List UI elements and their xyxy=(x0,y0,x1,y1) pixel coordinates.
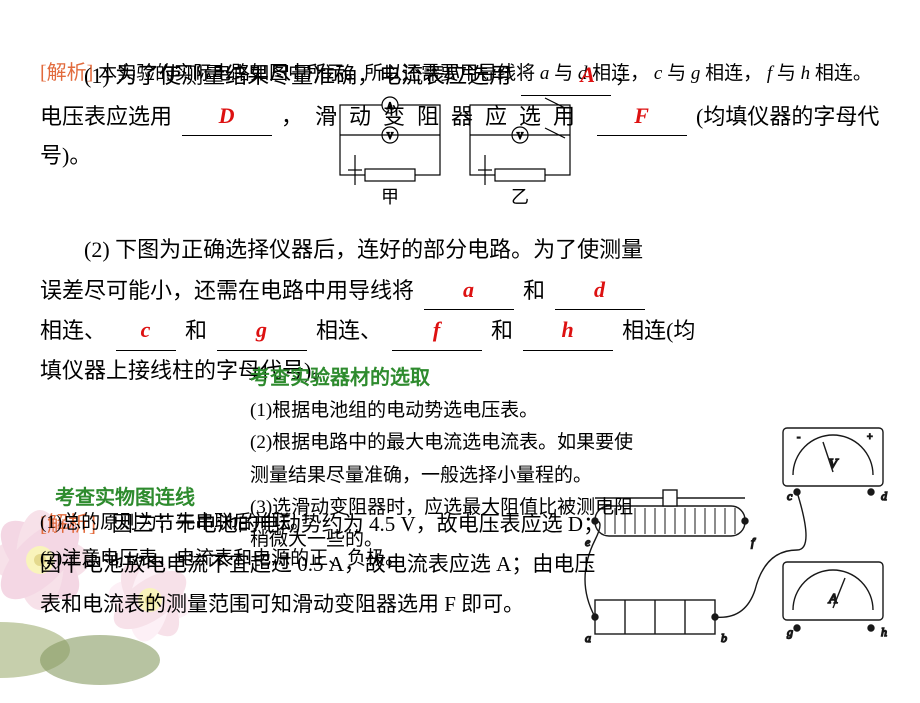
question-1: (1) 为了使测量结果尽量准确，电流表应选用 A， 电压表应选用 D ，滑动变阻… xyxy=(40,55,880,176)
diagram-label-right: 乙 xyxy=(511,187,529,207)
answer-h: h xyxy=(561,317,573,342)
svg-text:b: b xyxy=(721,631,727,645)
green-note-1: 考查实验器材的选取 xyxy=(250,360,430,396)
question-2: (2) 下图为正确选择仪器后，连好的部分电路。为了使测量 误差尽可能小，还需在电… xyxy=(40,230,880,390)
svg-text:h: h xyxy=(881,625,887,639)
answer-D: D xyxy=(219,103,235,128)
answer-g: g xyxy=(256,317,267,342)
answer-d: d xyxy=(594,277,605,302)
svg-text:d: d xyxy=(881,489,888,503)
answer-F: F xyxy=(634,103,649,128)
answer-f: f xyxy=(433,317,440,342)
svg-text:a: a xyxy=(585,631,591,645)
overlay-bottom-notes: (1)总的原则为：先串联后并联。 (2)注意电压表、电流表和电源的正、负极。 xyxy=(40,505,580,577)
diagram-label-left: 甲 xyxy=(381,187,399,207)
answer-A: A xyxy=(580,62,595,87)
answer-c: c xyxy=(141,317,151,342)
svg-text:g: g xyxy=(787,625,793,639)
answer-a: a xyxy=(463,277,474,302)
